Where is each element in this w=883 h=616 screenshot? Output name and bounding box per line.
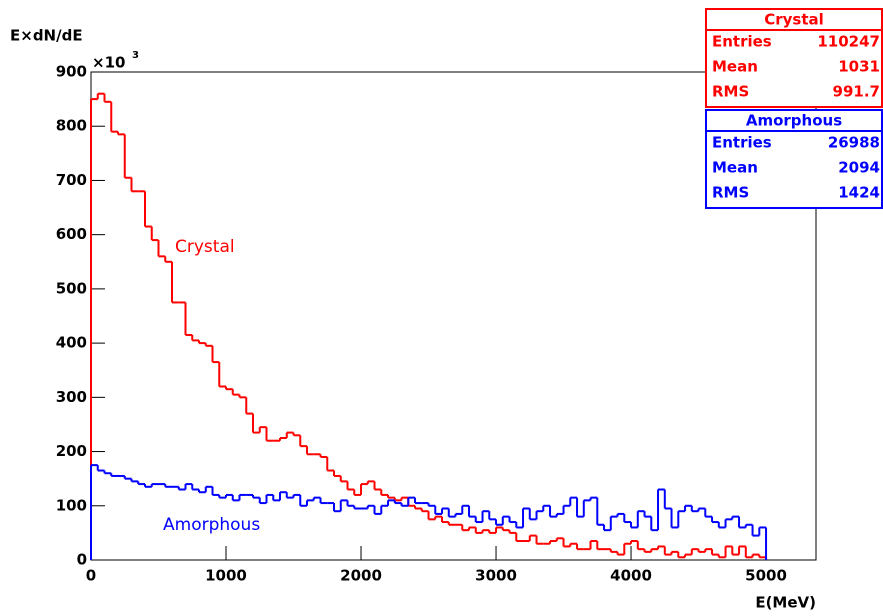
- stats-box: [705, 8, 883, 108]
- y-multiplier: ×10: [92, 54, 125, 72]
- y-tick-label: 800: [56, 117, 87, 135]
- stats-label: RMS: [712, 184, 749, 202]
- stats-value: 26988: [828, 134, 880, 152]
- y-tick-label: 100: [56, 496, 87, 514]
- stats-label: Entries: [712, 134, 772, 152]
- y-tick-label: 600: [56, 225, 87, 243]
- y-tick-label: 200: [56, 442, 87, 460]
- y-tick-label: 300: [56, 388, 87, 406]
- x-tick-label: 4000: [610, 567, 652, 585]
- x-tick-label: 2000: [340, 567, 382, 585]
- x-tick-label: 3000: [475, 567, 517, 585]
- stats-value: 1424: [838, 184, 880, 202]
- x-tick-label: 5000: [745, 567, 787, 585]
- y-tick-label: 0: [77, 551, 87, 569]
- stats-title: Amorphous: [746, 112, 842, 130]
- y-tick-label: 500: [56, 279, 87, 297]
- y-tick-label: 700: [56, 171, 87, 189]
- y-tick-label: 900: [56, 63, 87, 81]
- series-label: Crystal: [175, 237, 235, 257]
- stats-value: 110247: [817, 33, 880, 51]
- y-tick-label: 400: [56, 334, 87, 352]
- y-multiplier-exp: 3: [132, 50, 139, 61]
- x-tick-label: 0: [86, 567, 96, 585]
- stats-label: Mean: [712, 58, 758, 76]
- series-label: Amorphous: [163, 515, 260, 535]
- stats-box: [705, 109, 883, 209]
- stats-label: RMS: [712, 83, 749, 101]
- stats-label: Entries: [712, 33, 772, 51]
- stats-title: Crystal: [764, 11, 824, 29]
- y-axis-label: E×dN/dE: [10, 27, 83, 45]
- stats-value: 991.7: [833, 83, 880, 101]
- stats-value: 1031: [838, 58, 880, 76]
- stats-label: Mean: [712, 159, 758, 177]
- x-tick-label: 1000: [205, 567, 247, 585]
- x-axis-label: E(MeV): [755, 594, 816, 612]
- stats-value: 2094: [838, 159, 880, 177]
